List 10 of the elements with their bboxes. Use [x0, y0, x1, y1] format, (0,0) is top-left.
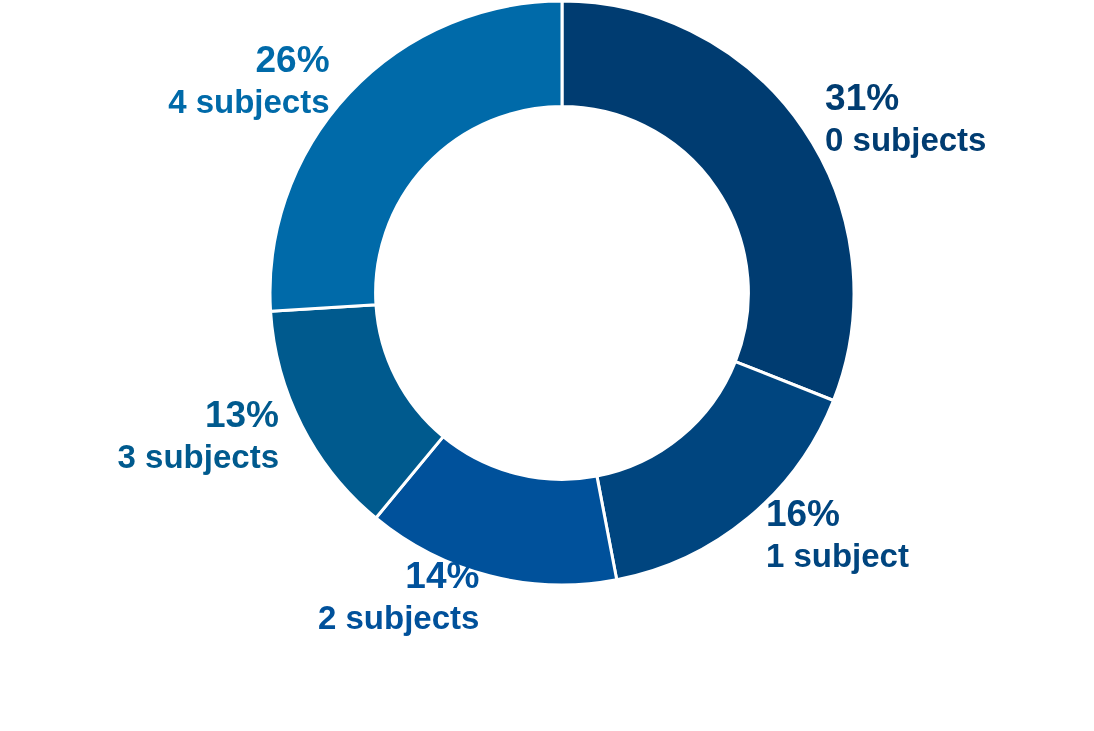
slice-label: 2 subjects [317, 598, 480, 636]
slice-label: 0 subjects [825, 121, 987, 159]
data-label: 14% [405, 554, 480, 596]
slice-label: 4 subjects [168, 82, 330, 120]
data-label: 13% [204, 394, 280, 436]
slice-label: 3 subjects [117, 438, 280, 476]
data-label: 26% [255, 38, 330, 80]
data-label: 16% [765, 492, 840, 534]
data-label: 31% [825, 77, 900, 119]
slice-label: 1 subject [765, 536, 909, 574]
